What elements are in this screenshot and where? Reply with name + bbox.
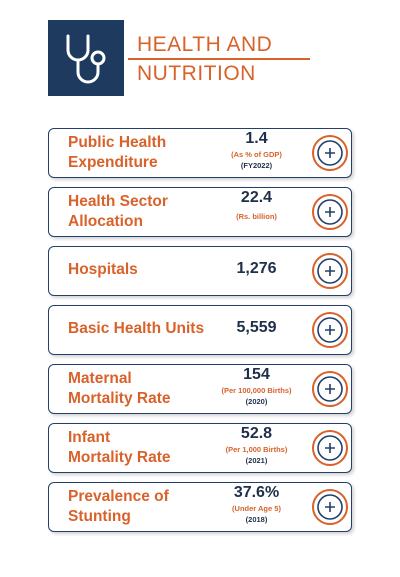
card-unit: (Under Age 5) <box>232 504 281 513</box>
title-line: NUTRITION <box>137 62 256 85</box>
card-value: 5,559 <box>236 319 277 336</box>
card-value: 22.4 <box>240 189 273 206</box>
card-label: Infant <box>68 429 111 446</box>
stat-card: Prevalence of Stunting 37.6% (Under Age 5) (… <box>48 482 352 532</box>
stat-card: Maternal Mortality Rate 154 (Per 100,000 Bi… <box>48 364 352 414</box>
card-value: 154 <box>243 366 270 383</box>
card-icon <box>312 489 348 525</box>
stat-card: Health Sector Allocation 22.4 (Rs. billion) <box>48 187 352 237</box>
card-unit: (Per 1,000 Births) <box>225 445 288 454</box>
card-value: 52.8 <box>240 425 273 442</box>
card-year: (2021) <box>245 456 268 465</box>
title-line: HEALTH AND <box>137 33 273 56</box>
card-year: (FY2022) <box>240 161 273 170</box>
card-icon <box>312 430 348 466</box>
card-value: 1.4 <box>245 130 268 147</box>
card-year: (2018) <box>245 515 268 524</box>
card-unit: (As % of GDP) <box>231 150 282 159</box>
stat-card: Infant Mortality Rate 52.8 (Per 1,000 Birth… <box>48 423 352 473</box>
card-value: 1,276 <box>236 260 277 277</box>
title-rule <box>128 58 310 60</box>
card-value: 37.6% <box>233 484 280 501</box>
card-label: Prevalence of <box>68 488 169 505</box>
card-icon <box>312 194 348 230</box>
header-icon <box>48 20 124 96</box>
card-icon <box>312 253 348 289</box>
card-label: Public Health <box>68 134 167 151</box>
card-label: Stunting <box>68 508 131 525</box>
card-label: Hospitals <box>68 261 138 278</box>
card-icon <box>312 312 348 348</box>
card-year: (2020) <box>245 397 268 406</box>
card-icon <box>312 371 348 407</box>
stat-card: Basic Health Units 5,559 <box>48 305 352 355</box>
card-label: Health Sector <box>68 193 168 210</box>
card-icon <box>312 135 348 171</box>
stat-card: Public Health Expenditure 1.4 (As % of GDP)… <box>48 128 352 178</box>
card-label: Basic Health Units <box>68 320 205 337</box>
stat-card: Hospitals 1,276 <box>48 246 352 296</box>
card-label: Allocation <box>68 213 143 230</box>
card-label: Expenditure <box>68 154 158 171</box>
card-label: Mortality Rate <box>68 390 171 407</box>
card-label: Mortality Rate <box>68 449 171 466</box>
card-label: Maternal <box>68 370 132 387</box>
card-unit: (Rs. billion) <box>236 212 277 221</box>
card-unit: (Per 100,000 Births) <box>221 386 292 395</box>
